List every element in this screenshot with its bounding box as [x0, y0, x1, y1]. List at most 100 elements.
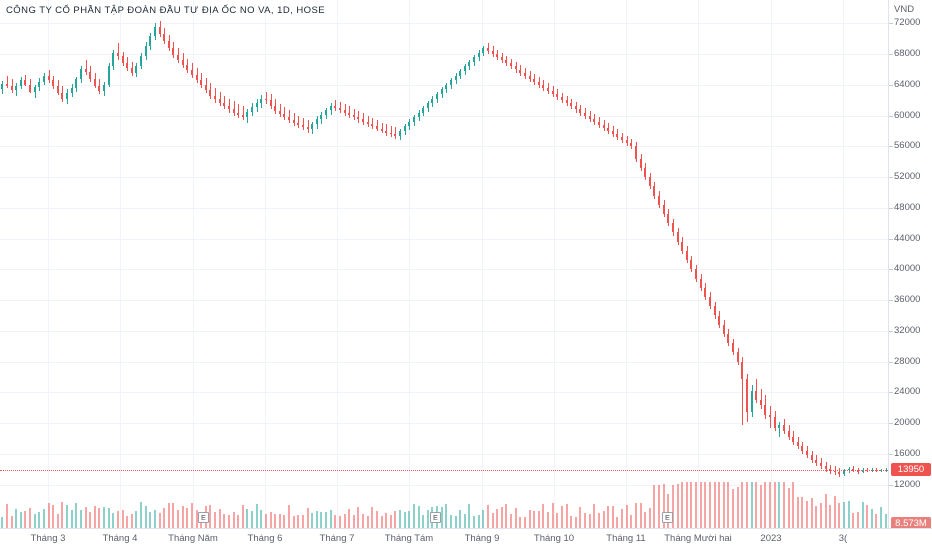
volume-bar	[418, 506, 420, 528]
volume-bar	[344, 514, 346, 528]
candle-body	[11, 85, 13, 91]
candle-body	[163, 34, 165, 42]
candle-body	[626, 140, 628, 144]
price-tick-dash	[889, 23, 893, 24]
volume-bar	[667, 494, 669, 528]
volume-bar	[98, 508, 100, 528]
volume-bar	[575, 517, 577, 528]
volume-bar	[131, 514, 133, 528]
candle-wick	[298, 115, 299, 128]
volume-bar	[593, 504, 595, 528]
volume-bar	[533, 511, 535, 528]
candle-body	[746, 378, 748, 412]
candle-body	[797, 441, 799, 447]
grid-line-horizontal	[0, 331, 888, 332]
candle-body	[848, 469, 850, 471]
candle-wick	[358, 111, 359, 123]
candle-body	[529, 75, 531, 79]
earnings-marker-icon[interactable]: E	[662, 512, 673, 523]
candle-body	[385, 131, 387, 133]
volume-bar	[307, 508, 309, 528]
price-tick-label: 28000	[894, 356, 921, 367]
price-tick-label: 60000	[894, 110, 921, 121]
price-axis[interactable]: VND 72000 68000 64000 60000 56000 52000 48000 4…	[888, 0, 932, 530]
last-price-badge[interactable]: 13950	[891, 463, 931, 476]
volume-bar	[293, 516, 295, 528]
volume-bar	[163, 508, 165, 528]
candle-body	[117, 53, 119, 57]
candle-wick	[349, 106, 350, 118]
volume-bar	[774, 482, 776, 528]
volume-bar	[700, 482, 702, 528]
volume-bar	[265, 514, 267, 528]
candle-body	[228, 106, 230, 110]
candle-wick	[49, 69, 50, 83]
candle-body	[561, 97, 563, 101]
candle-body	[422, 107, 424, 113]
candle-wick	[12, 78, 13, 93]
candle-body	[505, 60, 507, 64]
earnings-marker-icon[interactable]: E	[430, 512, 441, 523]
candle-body	[43, 76, 45, 82]
candle-body	[801, 446, 803, 451]
price-tick-label: 64000	[894, 79, 921, 90]
volume-bar	[727, 482, 729, 528]
candle-body	[233, 109, 235, 113]
time-axis[interactable]: Tháng 3 Tháng 4 Tháng Năm Tháng 6 Tháng 7 Thá…	[0, 528, 932, 551]
candle-body	[6, 84, 8, 86]
candle-body	[34, 87, 36, 92]
volume-bar	[792, 482, 794, 528]
volume-bar	[838, 503, 840, 528]
volume-bar	[302, 515, 304, 528]
volume-bar	[445, 504, 447, 528]
price-chart-pane[interactable]	[0, 0, 888, 528]
candle-wick	[386, 124, 387, 136]
candle-body	[339, 107, 341, 111]
candle-body	[566, 100, 568, 104]
time-tick-label: Tháng Tám	[384, 533, 434, 544]
candle-body	[755, 390, 757, 401]
candle-body	[325, 110, 327, 115]
candle-wick	[243, 106, 244, 121]
candle-body	[297, 122, 299, 125]
volume-badge[interactable]: 8.573M	[891, 517, 931, 530]
volume-bar	[542, 504, 544, 528]
volume-bar	[394, 511, 396, 528]
candle-body	[658, 195, 660, 205]
grid-line-horizontal	[0, 454, 888, 455]
volume-bar	[61, 502, 63, 528]
candle-wick	[395, 127, 396, 139]
volume-bar	[455, 516, 457, 528]
price-tick-label: 56000	[894, 140, 921, 151]
candle-body	[80, 68, 82, 80]
candle-body	[302, 124, 304, 128]
candle-body	[20, 80, 22, 87]
candle-body	[677, 232, 679, 242]
volume-bar	[714, 482, 716, 528]
volume-bar	[871, 509, 873, 528]
volume-bar	[547, 512, 549, 528]
candle-wick	[238, 104, 239, 118]
candle-body	[788, 430, 790, 437]
candle-body	[279, 111, 281, 115]
volume-bar	[108, 508, 110, 528]
volume-bar	[760, 485, 762, 528]
candle-body	[695, 269, 697, 279]
candle-body	[496, 54, 498, 58]
volume-bar	[242, 505, 244, 528]
candle-wick	[280, 104, 281, 118]
price-tick-label: 32000	[894, 325, 921, 336]
time-tick-label: 2023	[760, 533, 782, 544]
candle-body	[52, 80, 54, 87]
volume-bar	[769, 482, 771, 528]
volume-bar	[371, 507, 373, 528]
candle-body	[653, 186, 655, 196]
candle-body	[274, 105, 276, 111]
candle-body	[431, 98, 433, 104]
candle-wick	[779, 421, 780, 437]
volume-bar	[66, 505, 68, 528]
candle-body	[172, 47, 174, 55]
volume-bar	[297, 515, 299, 528]
volume-bar	[140, 502, 142, 528]
earnings-marker-icon[interactable]: E	[198, 512, 209, 523]
